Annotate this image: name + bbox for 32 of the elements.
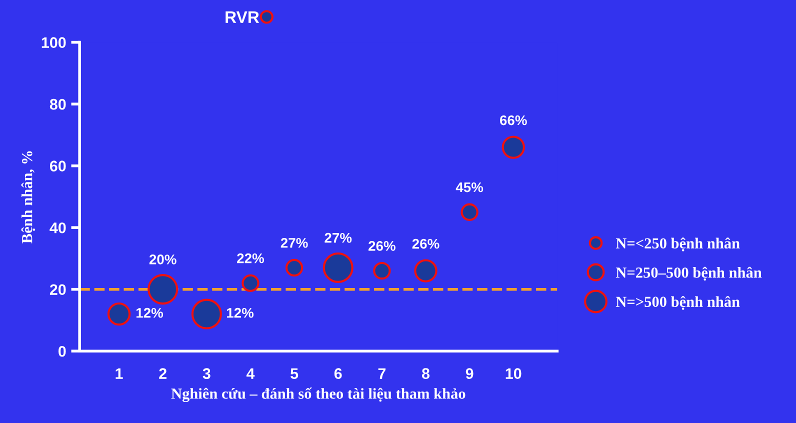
y-tick-label: 80: [50, 98, 66, 110]
x-tick-label: 2: [159, 368, 166, 379]
x-axis-title: Nghiên cứu – đánh số theo tài liệu tham khảo: [171, 388, 466, 402]
data-label: 22%: [237, 253, 264, 264]
y-axis-title: Bệnh nhân, %: [21, 151, 36, 244]
y-tick-label: 20: [50, 284, 66, 296]
data-label: 12%: [226, 308, 254, 318]
data-label: 27%: [280, 238, 308, 248]
data-label: 27%: [324, 232, 352, 243]
x-tick-label: 4: [246, 368, 255, 379]
data-label: 66%: [500, 115, 527, 126]
legend-label: N=<250 bệnh nhân: [616, 238, 740, 252]
x-tick-label: 1: [116, 368, 123, 379]
y-tick-label: 60: [50, 160, 66, 172]
y-tick-label: 40: [50, 222, 66, 234]
y-tick-label: 0: [58, 346, 66, 357]
x-tick-label: 10: [506, 368, 522, 379]
data-label: 20%: [149, 254, 176, 264]
x-tick-label: 9: [466, 368, 474, 379]
x-tick-label: 8: [422, 368, 430, 379]
x-tick-label: 7: [378, 368, 386, 379]
data-label: 45%: [456, 182, 484, 192]
x-tick-label: 6: [334, 368, 342, 379]
legend-label: N=>500 bệnh nhân: [616, 296, 740, 310]
data-label: 26%: [412, 238, 440, 249]
x-tick-label: 3: [202, 368, 210, 379]
chart-title: RVR: [226, 11, 260, 23]
legend-label: N=250–500 bệnh nhân: [616, 266, 762, 281]
x-tick-label: 5: [290, 368, 298, 379]
data-label: 12%: [136, 308, 164, 318]
y-tick-label: 100: [42, 37, 66, 48]
data-label: 26%: [368, 241, 396, 251]
